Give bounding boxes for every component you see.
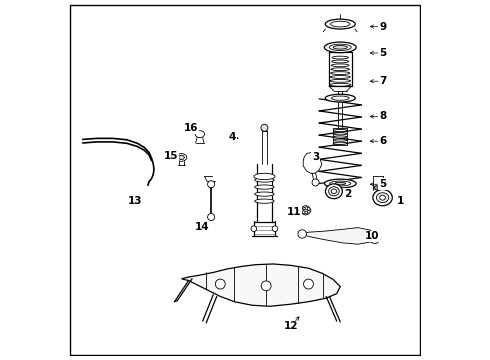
Ellipse shape (325, 19, 355, 29)
Text: 14: 14 (195, 221, 209, 231)
Circle shape (262, 126, 267, 132)
Ellipse shape (333, 130, 347, 132)
Circle shape (298, 230, 306, 238)
Ellipse shape (255, 199, 274, 203)
Ellipse shape (255, 192, 274, 196)
Ellipse shape (331, 21, 350, 27)
Ellipse shape (254, 173, 275, 180)
Circle shape (208, 181, 215, 188)
Circle shape (312, 179, 319, 186)
Polygon shape (301, 228, 375, 244)
Ellipse shape (331, 96, 349, 100)
Ellipse shape (176, 154, 187, 161)
Ellipse shape (195, 131, 204, 138)
Circle shape (374, 186, 378, 190)
Ellipse shape (376, 193, 389, 203)
Circle shape (372, 236, 377, 241)
Text: 5: 5 (379, 48, 386, 58)
Polygon shape (303, 153, 322, 174)
Circle shape (308, 209, 311, 212)
Ellipse shape (179, 155, 184, 159)
Ellipse shape (331, 64, 349, 67)
Ellipse shape (333, 136, 347, 138)
Ellipse shape (333, 133, 347, 135)
Text: 13: 13 (128, 196, 142, 206)
Ellipse shape (255, 185, 274, 189)
Ellipse shape (325, 184, 343, 199)
Ellipse shape (331, 189, 337, 194)
Ellipse shape (324, 179, 356, 188)
Text: 16: 16 (184, 123, 198, 133)
Circle shape (305, 207, 308, 210)
Circle shape (216, 279, 225, 289)
Text: 10: 10 (365, 231, 379, 242)
Circle shape (305, 211, 308, 214)
Circle shape (370, 234, 380, 243)
Ellipse shape (380, 195, 386, 200)
Ellipse shape (330, 83, 351, 86)
Circle shape (301, 206, 310, 215)
Ellipse shape (330, 76, 350, 78)
Circle shape (302, 211, 305, 213)
Circle shape (301, 208, 303, 211)
Circle shape (261, 124, 268, 131)
Ellipse shape (329, 44, 351, 50)
Ellipse shape (331, 72, 350, 75)
Text: 15: 15 (164, 151, 178, 161)
Text: 3: 3 (312, 152, 319, 162)
Text: 2: 2 (343, 189, 351, 199)
Circle shape (307, 208, 310, 210)
Ellipse shape (330, 181, 351, 186)
Circle shape (272, 226, 278, 231)
Ellipse shape (332, 60, 349, 63)
Circle shape (301, 210, 303, 212)
Ellipse shape (325, 94, 355, 102)
Circle shape (208, 213, 215, 221)
Ellipse shape (333, 46, 347, 49)
Text: 8: 8 (379, 112, 386, 121)
Ellipse shape (329, 187, 339, 196)
Text: 12: 12 (284, 321, 298, 332)
Ellipse shape (333, 139, 347, 141)
Ellipse shape (333, 142, 347, 144)
Circle shape (251, 226, 257, 231)
Ellipse shape (330, 80, 350, 82)
Circle shape (307, 210, 310, 213)
Circle shape (304, 279, 314, 289)
Text: 1: 1 (396, 196, 404, 206)
Polygon shape (181, 264, 340, 306)
Ellipse shape (332, 56, 348, 59)
Text: 11: 11 (287, 207, 302, 217)
Text: 6: 6 (379, 136, 386, 146)
Text: 9: 9 (379, 22, 386, 32)
Ellipse shape (255, 178, 274, 182)
Ellipse shape (373, 189, 392, 206)
Circle shape (302, 207, 305, 210)
Ellipse shape (331, 68, 349, 71)
Text: 5: 5 (379, 179, 386, 189)
FancyBboxPatch shape (71, 5, 419, 355)
Text: 4: 4 (229, 132, 236, 141)
Ellipse shape (324, 42, 356, 53)
Text: 7: 7 (379, 76, 386, 86)
Circle shape (261, 281, 271, 291)
Ellipse shape (335, 182, 345, 185)
